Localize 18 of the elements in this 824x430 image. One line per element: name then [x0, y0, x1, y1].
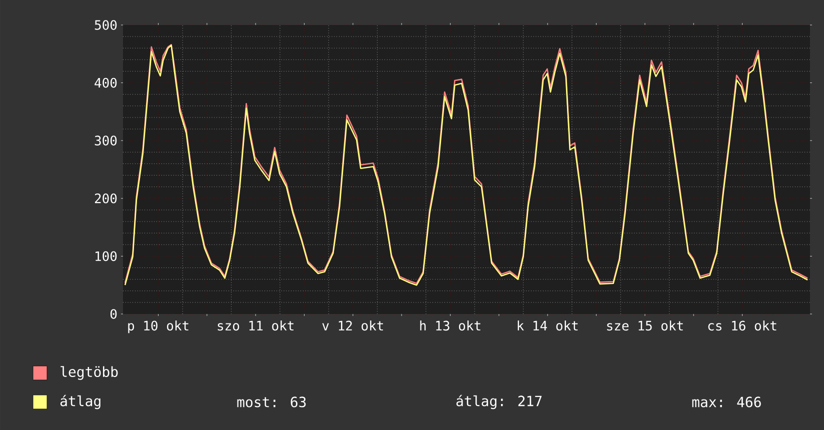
legend-label: átlag: [60, 394, 100, 410]
x-tick-label: sze 15 okt: [607, 320, 683, 331]
y-tick-label: 200: [94, 193, 117, 204]
x-tick-label: k 14 okt: [518, 320, 578, 331]
y-tick-label: 500: [94, 20, 117, 30]
x-tick-label: h 13 okt: [420, 320, 480, 331]
y-tick-label: 0: [110, 309, 117, 319]
x-tick-label: cs 16 okt: [708, 320, 776, 331]
y-tick-label: 400: [94, 78, 117, 88]
text: max: 466: [692, 396, 761, 408]
y-tick-label: 100: [96, 251, 117, 262]
text: átlag: 217: [456, 394, 542, 410]
legend-label: legtöbb: [60, 366, 118, 380]
y-tick-label: 300: [94, 136, 117, 146]
x-tick-label: p 10 okt: [128, 320, 188, 334]
x-tick-label: v 12 okt: [322, 320, 383, 331]
text: most: 63: [237, 396, 306, 408]
x-tick-label: szo 11 okt: [218, 320, 294, 331]
